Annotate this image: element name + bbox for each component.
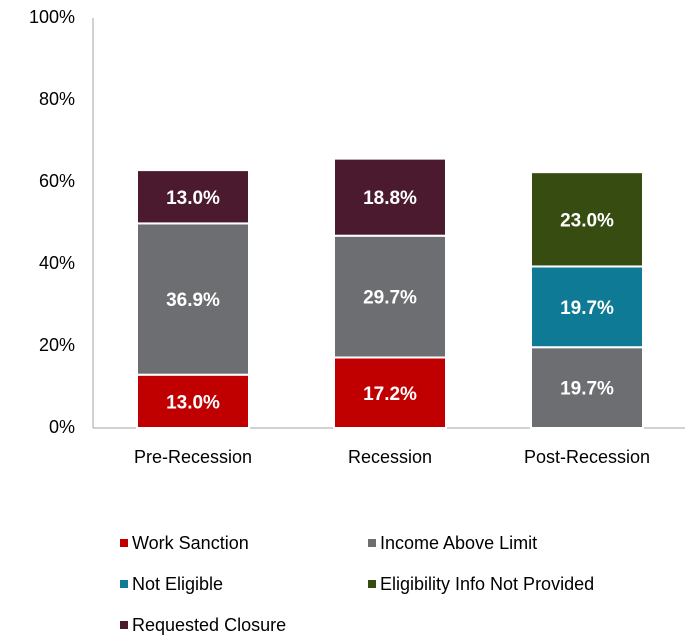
x-tick-label: Pre-Recession — [134, 447, 252, 467]
value-label: 36.9% — [166, 290, 220, 311]
legend-label: Requested Closure — [132, 615, 286, 635]
value-label: 18.8% — [363, 188, 417, 209]
y-tick-label: 80% — [39, 89, 75, 109]
bar-segment — [530, 346, 644, 430]
value-label: 19.7% — [560, 379, 614, 400]
legend-label: Eligibility Info Not Provided — [380, 574, 594, 594]
x-tick-label: Post-Recession — [524, 447, 650, 467]
y-tick-label: 0% — [49, 417, 75, 437]
value-label: 13.0% — [166, 188, 220, 209]
value-label: 19.7% — [560, 298, 614, 319]
bar-segment — [136, 169, 250, 225]
bar-segment — [530, 171, 644, 268]
legend-swatch — [120, 539, 128, 547]
legend-swatch — [120, 580, 128, 588]
bar-segment — [530, 265, 644, 349]
y-tick-label: 40% — [39, 253, 75, 273]
legend-swatch — [120, 621, 128, 629]
value-label: 13.0% — [166, 392, 220, 413]
legend-label: Not Eligible — [132, 574, 223, 594]
x-tick-label: Recession — [348, 447, 432, 467]
value-label: 17.2% — [363, 384, 417, 405]
y-tick-label: 20% — [39, 335, 75, 355]
legend-swatch — [368, 580, 376, 588]
legend-swatch — [368, 539, 376, 547]
value-label: 23.0% — [560, 210, 614, 231]
bar-segment — [333, 157, 447, 237]
bar-segment — [136, 373, 250, 430]
legend-label: Work Sanction — [132, 533, 249, 553]
value-label: 29.7% — [363, 288, 417, 309]
bar-segment — [333, 234, 447, 359]
legend-label: Income Above Limit — [380, 533, 537, 553]
y-tick-label: 60% — [39, 171, 75, 191]
y-tick-label: 100% — [29, 7, 75, 27]
bar-segment — [333, 356, 447, 430]
